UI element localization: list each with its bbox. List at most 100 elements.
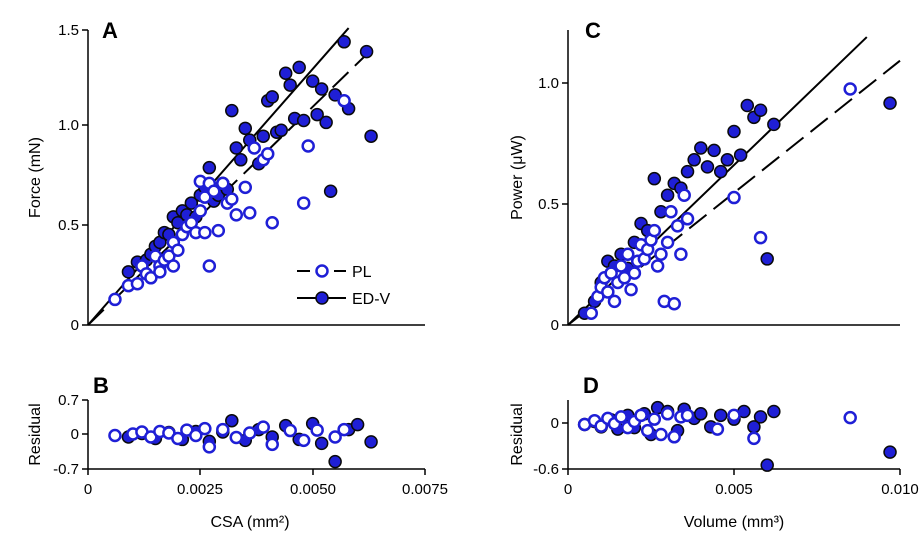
point-pl-d	[747, 431, 761, 446]
point-pl-a	[265, 215, 279, 230]
point-pl-c	[667, 297, 681, 311]
point-edv-a	[234, 153, 248, 167]
y-tick-label-c: 0	[551, 317, 559, 334]
x-tick-label-b: 0.0050	[290, 481, 336, 498]
x-tick-label-b: 0.0025	[177, 481, 223, 498]
point-edv-a	[292, 60, 306, 75]
panel-label-a: A	[102, 18, 118, 43]
point-pl-c	[624, 282, 638, 297]
point-pl-c	[601, 285, 615, 299]
point-pl-a	[337, 94, 351, 108]
point-pl-c	[627, 266, 642, 280]
point-edv-a	[265, 90, 279, 104]
point-pl-a	[296, 196, 311, 210]
panel-a: 0 0.5 1.0 1.5 Force (mN)	[27, 22, 425, 334]
point-pl-a	[144, 271, 158, 285]
point-pl-a	[198, 190, 212, 204]
point-edv-d	[713, 408, 728, 423]
point-pl-b	[202, 440, 217, 454]
panel-d: 0 0.005 0.010 -0.6 0 Residual Volume (mm³)	[509, 400, 919, 531]
y-axis-label-d: Residual	[509, 403, 526, 465]
point-edv-c	[687, 153, 701, 167]
point-pl-a	[225, 192, 239, 206]
point-pl-a	[198, 225, 212, 240]
point-edv-a	[225, 103, 239, 118]
point-pl-a	[211, 223, 226, 238]
point-pl-b	[171, 431, 185, 446]
point-edv-a	[184, 196, 199, 210]
y-axis-label-b: Residual	[27, 403, 44, 465]
legend-label-edv: ED-V	[352, 291, 391, 308]
point-pl-c	[621, 247, 635, 261]
y-tick-label-a: 1.0	[58, 117, 79, 134]
point-pl-b	[328, 430, 342, 444]
point-pl-d	[634, 408, 648, 423]
point-edv-c	[647, 171, 662, 186]
point-edv-c	[680, 164, 695, 179]
point-pl-c	[647, 223, 662, 238]
point-edv-c	[713, 164, 728, 179]
point-pl-d	[680, 408, 695, 423]
point-edv-b	[364, 435, 378, 449]
point-edv-a	[229, 141, 244, 155]
x-tick-label-b: 0	[84, 481, 92, 498]
y-tick-label-c: 1.0	[538, 75, 559, 92]
y-tick-label-b: 0.7	[58, 392, 79, 409]
y-tick-label-a: 0	[71, 317, 79, 334]
point-pl-b	[243, 426, 257, 440]
point-pl-c	[677, 188, 691, 202]
point-pl-c	[654, 247, 668, 261]
point-pl-a	[153, 265, 167, 279]
point-edv-a	[337, 35, 351, 49]
point-pl-b	[310, 423, 324, 437]
point-edv-d	[760, 458, 774, 472]
point-pl-a	[202, 259, 217, 273]
point-edv-d	[694, 407, 708, 421]
point-pl-a	[216, 176, 230, 191]
point-pl-a	[247, 141, 262, 155]
y-tick-label-d: 0	[551, 415, 559, 432]
x-tick-label-d: 0.010	[881, 481, 919, 498]
x-tick-label-d: 0	[564, 481, 572, 498]
point-pl-d	[614, 410, 628, 424]
point-edv-a	[283, 78, 297, 92]
point-pl-b	[337, 422, 351, 437]
point-pl-b	[108, 428, 122, 443]
point-edv-b	[350, 417, 365, 432]
point-pl-c	[753, 230, 768, 245]
panel-label-c: C	[585, 18, 601, 43]
point-pl-d	[667, 430, 681, 444]
point-edv-c	[767, 117, 781, 132]
point-edv-a	[310, 107, 324, 122]
point-edv-c	[753, 103, 768, 117]
point-edv-a	[121, 265, 136, 279]
point-pl-a	[171, 243, 185, 258]
point-pl-a	[207, 184, 221, 199]
y-axis-label-a: Force (mN)	[27, 137, 44, 218]
y-tick-label-b: -0.7	[53, 461, 79, 478]
point-pl-c	[584, 306, 598, 320]
panel-label-b: B	[93, 373, 109, 398]
x-axis-label-d: Volume (mm³)	[684, 514, 784, 531]
point-pl-a	[229, 208, 244, 222]
point-edv-a	[296, 113, 311, 128]
point-edv-c	[733, 148, 748, 162]
point-edv-c	[720, 153, 735, 167]
point-pl-c	[604, 266, 618, 280]
point-edv-a	[323, 184, 338, 199]
point-edv-c	[740, 98, 755, 113]
point-edv-a	[256, 129, 270, 143]
point-pl-c	[674, 247, 688, 261]
point-edv-c	[707, 143, 721, 158]
point-pl-a	[166, 259, 181, 273]
y-axis-label-c: Power (μW)	[509, 135, 526, 220]
point-pl-c	[650, 259, 665, 273]
x-tick-label-b: 0.0075	[402, 481, 448, 498]
point-pl-c	[664, 204, 678, 219]
point-pl-c	[670, 219, 685, 233]
point-edv-c	[727, 124, 741, 139]
point-edv-a	[202, 160, 217, 175]
y-tick-label-a: 1.5	[58, 22, 79, 39]
legend-marker-edv	[315, 291, 329, 305]
